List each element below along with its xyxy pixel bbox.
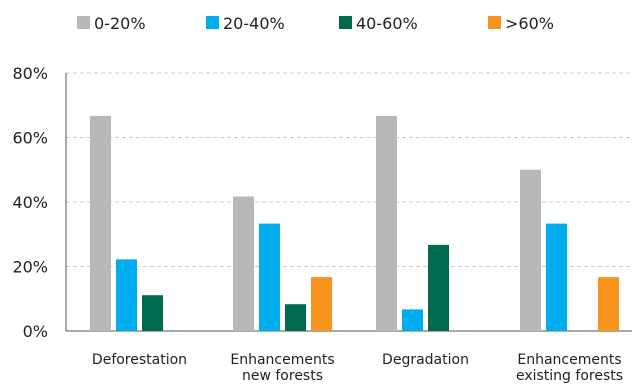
legend-swatch	[339, 16, 352, 29]
bar-1-1	[90, 115, 111, 331]
bar-2-4	[311, 277, 332, 331]
legend-label: >60%	[505, 14, 554, 33]
bar-3-1	[376, 115, 397, 331]
y-tick-label: 80%	[12, 64, 48, 83]
bar-4-4	[598, 277, 619, 331]
legend-item-1: 0-20%	[77, 14, 146, 33]
x-category-label: Degradation	[382, 352, 469, 368]
bar-3-3	[428, 244, 449, 331]
x-category-label: Deforestation	[92, 352, 187, 368]
legend-swatch	[488, 16, 501, 29]
bar-4-2	[546, 223, 567, 331]
legend-label: 0-20%	[94, 14, 146, 33]
y-tick-label: 60%	[12, 129, 48, 148]
bars	[90, 115, 619, 331]
bar-1-2	[116, 259, 137, 331]
legend-swatch	[77, 16, 90, 29]
x-category-label: Enhancements	[230, 352, 334, 368]
x-category-label: existing forests	[516, 368, 623, 384]
legend-label: 20-40%	[223, 14, 285, 33]
bar-2-1	[233, 196, 254, 331]
legend: 0-20% 20-40% 40-60% >60%	[77, 14, 554, 33]
bar-4-1	[520, 169, 541, 331]
x-category-label: new forests	[242, 368, 323, 384]
bar-2-3	[285, 304, 306, 331]
y-tick-label: 20%	[12, 258, 48, 277]
bar-1-3	[142, 295, 163, 331]
y-tick-label: 0%	[23, 322, 48, 341]
x-category-label: Enhancements	[517, 352, 621, 368]
legend-item-3: 40-60%	[339, 14, 418, 33]
bar-3-2	[402, 309, 423, 331]
bar-2-2	[259, 223, 280, 331]
legend-swatch	[206, 16, 219, 29]
legend-label: 40-60%	[356, 14, 418, 33]
legend-item-2: 20-40%	[206, 14, 285, 33]
y-tick-label: 40%	[12, 193, 48, 212]
legend-item-4: >60%	[488, 14, 554, 33]
